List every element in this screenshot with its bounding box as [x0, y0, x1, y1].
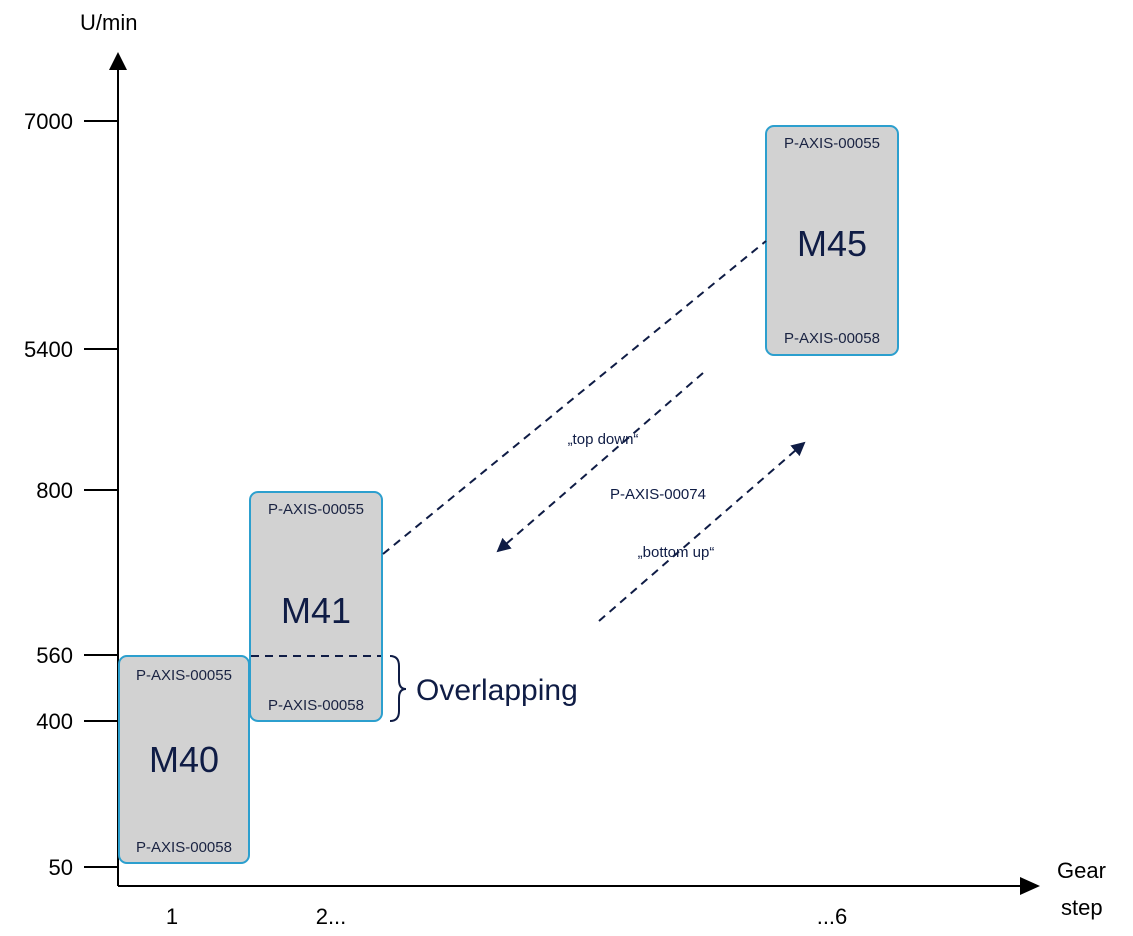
y-tick-label-560: 560 — [36, 643, 73, 668]
box-m40-bottom-param: P-AXIS-00058 — [136, 839, 232, 856]
box-m41: P-AXIS-00055 M41 P-AXIS-00058 — [249, 491, 383, 722]
y-tick-label-50: 50 — [49, 855, 73, 880]
bottom-up-label: „bottom up“ — [638, 544, 715, 561]
box-m40-code: M40 — [149, 739, 219, 780]
box-m45-bottom-param: P-AXIS-00058 — [784, 330, 880, 347]
box-m40-top-param: P-AXIS-00055 — [136, 667, 232, 684]
box-m41-bottom-param: P-AXIS-00058 — [268, 697, 364, 714]
box-m40: P-AXIS-00055 M40 P-AXIS-00058 — [118, 655, 250, 864]
y-axis-title: U/min — [80, 10, 137, 35]
box-m41-top-param: P-AXIS-00055 — [268, 501, 364, 518]
box-m41-code: M41 — [281, 590, 351, 631]
box-m45-rect — [765, 125, 899, 356]
x-axis-title-line2: step — [1061, 895, 1103, 920]
bottom-up-arrow — [598, 441, 806, 622]
x-tick-label-1: 1 — [166, 904, 178, 929]
x-axis-arrowhead — [1020, 877, 1040, 895]
x-tick-label-6: ...6 — [817, 904, 848, 929]
x-axis-title-line1: Gear — [1057, 858, 1106, 883]
box-m45: P-AXIS-00055 M45 P-AXIS-00058 — [765, 125, 899, 356]
y-tick-label-7000: 7000 — [24, 109, 73, 134]
y-tick-label-5400: 5400 — [24, 337, 73, 362]
x-tick-label-2: 2... — [316, 904, 347, 929]
overlap-brace — [389, 655, 407, 722]
top-down-arrow — [496, 372, 704, 553]
top-down-label: „top down“ — [568, 431, 639, 448]
box-m45-top-param: P-AXIS-00055 — [784, 135, 880, 152]
y-tick-label-400: 400 — [36, 709, 73, 734]
box-m45-code: M45 — [797, 223, 867, 264]
switch-param-label: P-AXIS-00074 — [610, 486, 706, 503]
overlapping-label: Overlapping — [416, 674, 578, 707]
connector-m41-m45 — [382, 240, 767, 555]
y-axis-arrowhead — [109, 52, 127, 70]
box-m40-rect — [118, 655, 250, 864]
box-m41-rect — [249, 491, 383, 722]
y-tick-label-800: 800 — [36, 478, 73, 503]
